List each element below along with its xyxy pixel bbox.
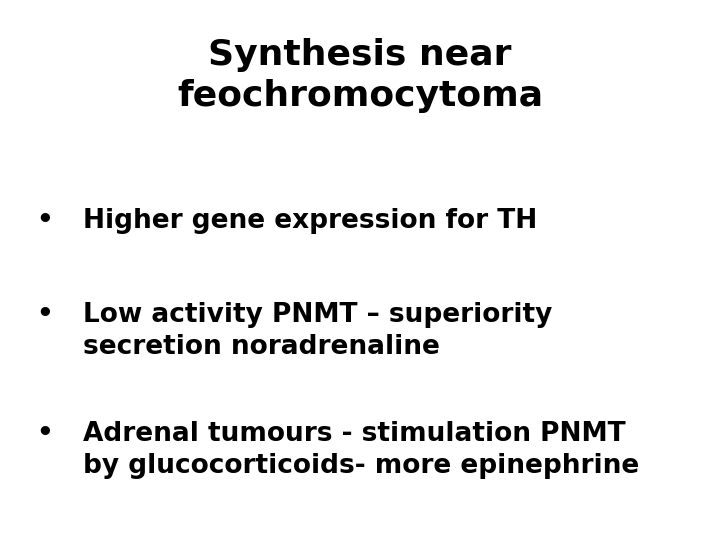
Text: •: •: [36, 302, 53, 328]
Text: •: •: [36, 208, 53, 234]
Text: •: •: [36, 421, 53, 447]
Text: Synthesis near
feochromocytoma: Synthesis near feochromocytoma: [177, 38, 543, 112]
Text: Adrenal tumours - stimulation PNMT
by glucocorticoids- more epinephrine: Adrenal tumours - stimulation PNMT by gl…: [83, 421, 639, 479]
Text: Low activity PNMT – superiority
secretion noradrenaline: Low activity PNMT – superiority secretio…: [83, 302, 552, 360]
Text: Higher gene expression for TH: Higher gene expression for TH: [83, 208, 537, 234]
